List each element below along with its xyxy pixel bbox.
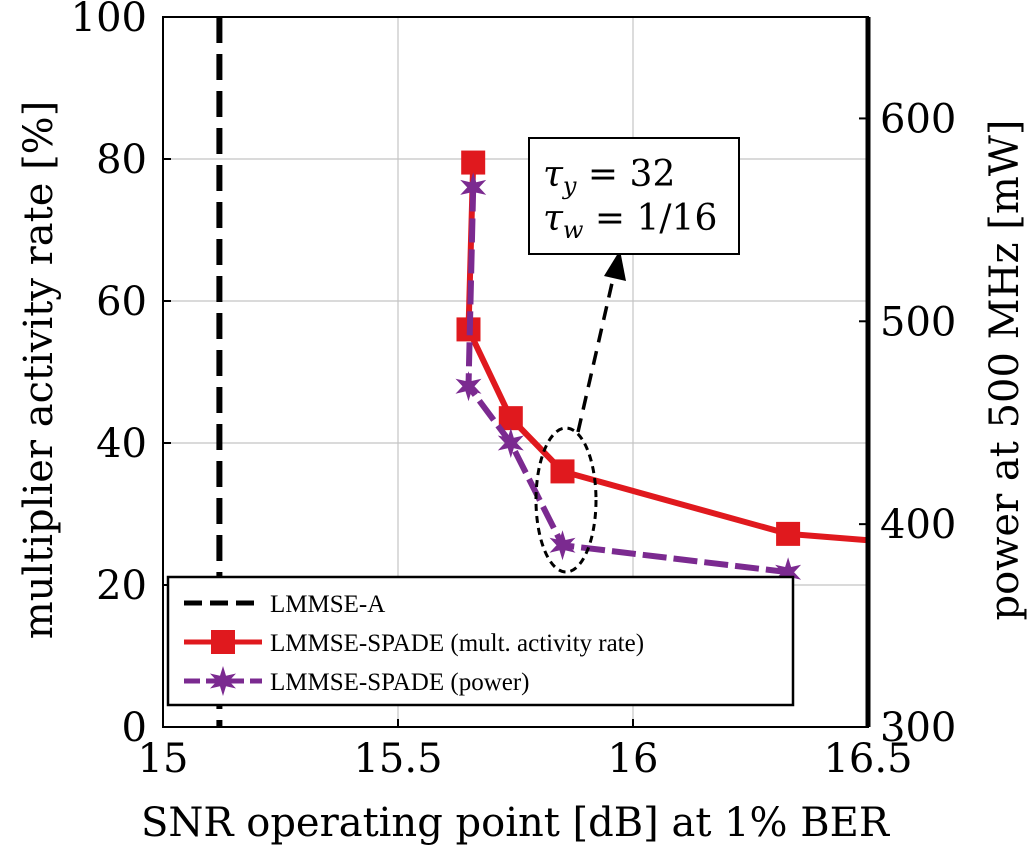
legend-label-activity: LMMSE-SPADE (mult. activity rate) — [270, 630, 644, 657]
annotation-box — [528, 137, 740, 255]
y-axis-right-title: power at 500 MHz [mW] — [982, 119, 1028, 620]
annotation-arrow-line — [576, 269, 617, 433]
tick-labels: 15 15.5 16 16.5 0 20 40 60 80 100 300 400 500 600 — [71, 0, 957, 782]
activity-marker-0 — [461, 150, 486, 175]
annotation-tau-y: τy = 32 — [543, 154, 675, 200]
x-tick-label-0: 15 — [138, 736, 189, 782]
x-axis-title: SNR operating point [dB] at 1% BER — [141, 800, 891, 845]
legend-marker-activity — [211, 630, 235, 654]
series-layer — [216, 17, 869, 727]
power-marker-0 — [460, 172, 487, 203]
power-marker-2 — [497, 428, 524, 458]
legend-label-lmmse-a: LMMSE-A — [270, 591, 385, 618]
y-axis-left-title: multiplier activity rate [%] — [16, 101, 62, 640]
legend: LMMSE-A LMMSE-SPADE (mult. activity rate… — [166, 575, 795, 707]
legend-box — [166, 575, 795, 707]
x-tick-label-3: 16.5 — [823, 736, 912, 782]
annotation-callout: τy = 32 τw = 1/16 — [528, 137, 740, 574]
highlight-ellipse — [534, 426, 598, 574]
activity-marker-4 — [776, 521, 801, 546]
annotation-tau-w: τw = 1/16 — [543, 198, 717, 244]
plot-frame — [162, 16, 871, 728]
activity-marker-2 — [498, 406, 523, 431]
legend-label-power: LMMSE-SPADE (power) — [270, 669, 530, 696]
y-left-tick-label-3: 60 — [96, 279, 147, 325]
y-right-tick-label-1: 400 — [880, 502, 956, 548]
annotation-arrow-head — [604, 250, 626, 281]
y-left-tick-label-2: 40 — [96, 421, 147, 467]
y-left-tick-label-1: 20 — [96, 563, 147, 609]
y-right-tick-label-0: 300 — [880, 705, 956, 751]
x-tick-label-1: 15.5 — [353, 736, 442, 782]
y-left-tick-label-0: 0 — [122, 705, 147, 751]
y-left-tick-label-4: 80 — [96, 137, 147, 183]
power-marker-1 — [455, 371, 482, 402]
activity-marker-3 — [550, 459, 575, 484]
y-right-tick-label-3: 600 — [880, 96, 956, 142]
power-marker-3 — [549, 530, 576, 561]
legend-marker-power — [210, 666, 236, 696]
y-right-tick-label-2: 500 — [880, 299, 956, 345]
power-marker-4 — [775, 557, 802, 588]
y-left-tick-label-5: 100 — [71, 0, 147, 41]
x-tick-label-2: 16 — [608, 736, 659, 782]
legend-star-shape — [210, 666, 236, 696]
